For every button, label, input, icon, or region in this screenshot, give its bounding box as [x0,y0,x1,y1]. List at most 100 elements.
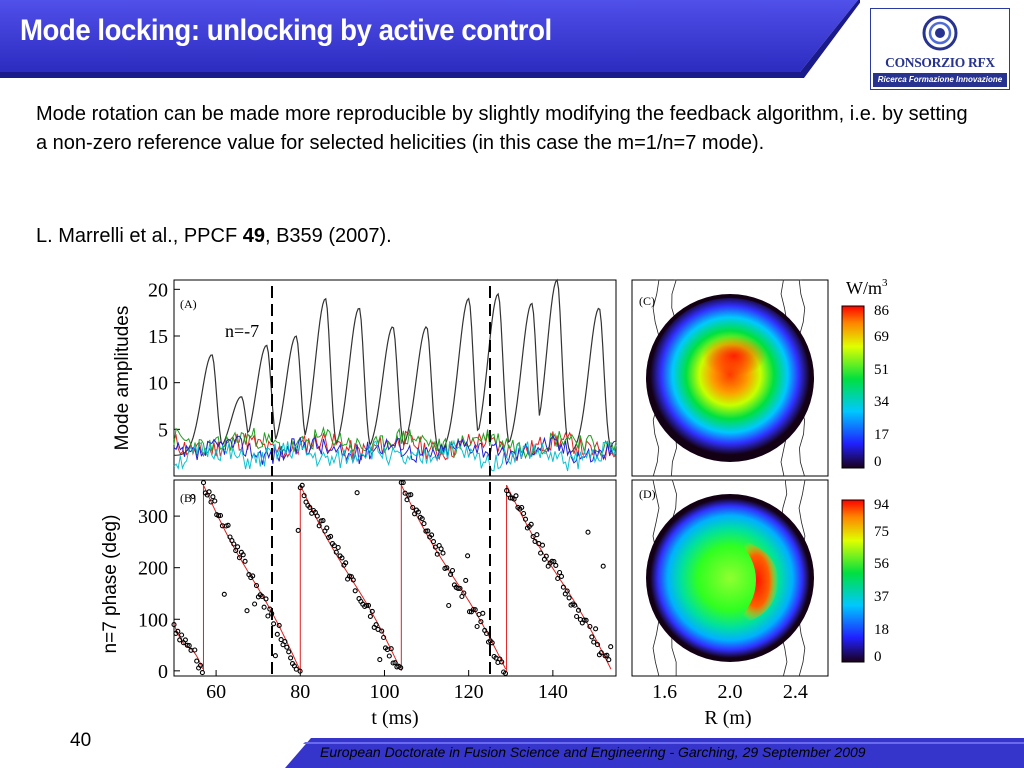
phase-point [235,544,241,550]
phase-fit-segment [299,484,401,668]
colorbar-top-tick: 86 [874,303,890,319]
xtick-label-r: 2.0 [718,681,743,703]
phase-point [484,630,490,637]
panel-d-hotspot [734,538,779,624]
panel-b: 0 100 200 300 (B) [138,479,617,683]
phase-point [354,490,360,496]
phase-point [463,577,469,583]
colorbar-bottom-tick: 37 [874,589,890,605]
ytick-label-a: 10 [148,373,168,395]
phase-point [244,608,250,614]
xtick-label-b: 60 [206,681,226,703]
phase-point [410,504,416,511]
ylabel-top: Mode amplitudes [112,306,133,451]
colorbar-tick-labels: 86 69 51 34 17 0 94 75 56 37 18 0 [874,303,890,665]
phase-point [598,650,604,656]
colorbar-bottom-tick: 94 [874,497,890,513]
phase-point [532,538,538,544]
phase-point [530,534,536,540]
phase-point [553,562,559,568]
phase-point [398,480,404,486]
phase-point [316,523,322,529]
consorzio-rfx-logo: CONSORZIO RFX Ricerca Formazione Innovaz… [870,8,1010,90]
ylabel-bottom: n=7 phase (deg) [100,515,121,654]
phase-point [171,622,177,628]
phase-point [339,555,345,561]
phase-point [504,488,510,494]
series-secondary-mode [173,430,617,462]
colorbar-bottom-tick: 0 [874,649,882,665]
phase-point [210,494,216,500]
ytick-label-a: 20 [148,279,168,301]
ytick-label-a: 5 [158,419,168,441]
colorbar-bottom-tick: 18 [874,622,889,638]
phase-point [461,590,467,596]
phase-point [425,528,431,534]
phase-point [440,550,446,556]
panel-b-ticks: 0 100 200 300 [138,506,554,683]
colorbar-top-tick: 34 [874,394,890,410]
phase-point [231,541,237,547]
xtick-label-b: 120 [454,681,484,703]
xtick-label-r: 2.4 [783,681,808,703]
phase-point [472,607,478,613]
phase-point [367,613,373,619]
phase-point [480,610,486,616]
phase-point [519,504,525,511]
phase-point [444,565,450,571]
phase-point [478,619,484,625]
phase-point [301,493,307,499]
phase-point [282,639,288,645]
phase-point [377,657,383,663]
phase-point [538,550,544,556]
phase-point [557,569,563,576]
phase-point [404,497,410,503]
phase-point [381,634,387,641]
phase-point [197,662,204,668]
phase-point [593,626,599,632]
panel-a-series [173,278,617,472]
series-dominant-mode [173,278,617,456]
panel-c: (C) [631,279,829,477]
phase-point [408,492,414,498]
phase-point [594,642,601,648]
phase-point [343,560,349,566]
phase-point [263,596,269,602]
phase-point [179,632,185,638]
phase-point [365,602,372,608]
phase-point [499,659,505,665]
xtick-label-b: 140 [538,681,568,703]
phase-point [513,493,519,499]
phase-point [448,571,454,577]
phase-point [608,644,614,650]
phase-point [386,653,392,659]
phase-point [225,522,231,528]
phase-point [314,513,320,519]
phase-point [398,665,404,671]
slide-title: Mode locking: unlocking by active contro… [20,14,552,47]
phase-point [415,509,421,515]
phase-point [364,602,370,609]
phase-point [534,532,540,538]
phase-point [242,558,248,564]
phase-point [177,637,183,643]
phase-point [566,595,572,601]
panel-c-hotspot [702,336,766,376]
phase-point [558,573,565,579]
phase-point [233,548,239,554]
phase-point [199,670,205,676]
phase-point [333,549,339,555]
phase-point [539,542,546,548]
phase-point [175,628,181,634]
phase-point [392,660,398,666]
xlabel-right: R (m) [704,707,751,729]
colorbar-bottom [841,499,865,663]
phase-point [470,606,476,613]
phase-point [236,555,243,561]
footer-text: European Doctorate in Fusion Science and… [320,744,866,760]
panel-a-ticks: 5 10 15 20 [148,279,180,441]
colorbar-top-tick: 51 [874,362,889,378]
phase-point [335,544,341,551]
colorbar-top-tick: 69 [874,329,889,345]
